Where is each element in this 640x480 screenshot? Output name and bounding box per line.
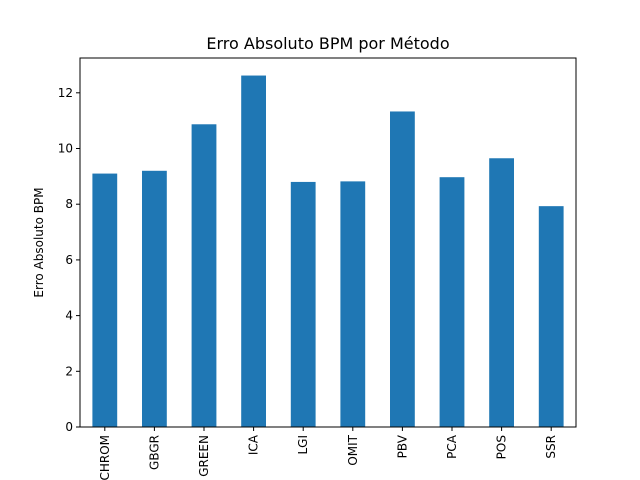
x-tick-label: PBV xyxy=(395,434,409,458)
chart-title: Erro Absoluto BPM por Método xyxy=(206,34,449,53)
x-tick-label: CHROM xyxy=(98,435,112,480)
x-tick-label: GREEN xyxy=(197,435,211,477)
y-tick-label: 0 xyxy=(65,420,73,434)
bar-chrom xyxy=(92,173,118,427)
x-tick-label: LGI xyxy=(296,435,310,455)
y-axis-ticks: 0 2 4 6 8 10 12 xyxy=(58,86,80,434)
y-tick-label: 10 xyxy=(58,142,73,156)
x-tick-label: ICA xyxy=(247,434,261,455)
y-tick-label: 12 xyxy=(58,86,73,100)
x-tick-label: SSR xyxy=(544,435,558,459)
bar-pos xyxy=(489,158,514,428)
bar-green xyxy=(191,124,217,427)
bar-ssr xyxy=(538,206,564,427)
bar-gbgr xyxy=(142,170,167,427)
x-axis-ticks: CHROM GBGR GREEN ICA LGI OMIT PBV PCA POS SSR xyxy=(98,427,558,480)
y-tick-label: 6 xyxy=(65,253,73,267)
plot-frame xyxy=(79,57,577,428)
y-tick-label: 2 xyxy=(65,364,73,378)
bar-pca xyxy=(439,177,465,427)
y-tick-label: 4 xyxy=(65,309,73,323)
y-tick-label: 8 xyxy=(65,197,73,211)
x-tick-label: GBGR xyxy=(147,435,161,470)
x-tick-label: PCA xyxy=(445,434,459,459)
bar-omit xyxy=(340,181,366,427)
bars-group xyxy=(92,75,564,428)
bar-lgi xyxy=(290,181,316,427)
y-axis-label: Erro Absoluto BPM xyxy=(32,187,46,297)
x-tick-label: POS xyxy=(495,435,509,459)
bar-ica xyxy=(241,75,266,427)
bar-pbv xyxy=(390,111,415,428)
x-tick-label: OMIT xyxy=(346,434,360,465)
